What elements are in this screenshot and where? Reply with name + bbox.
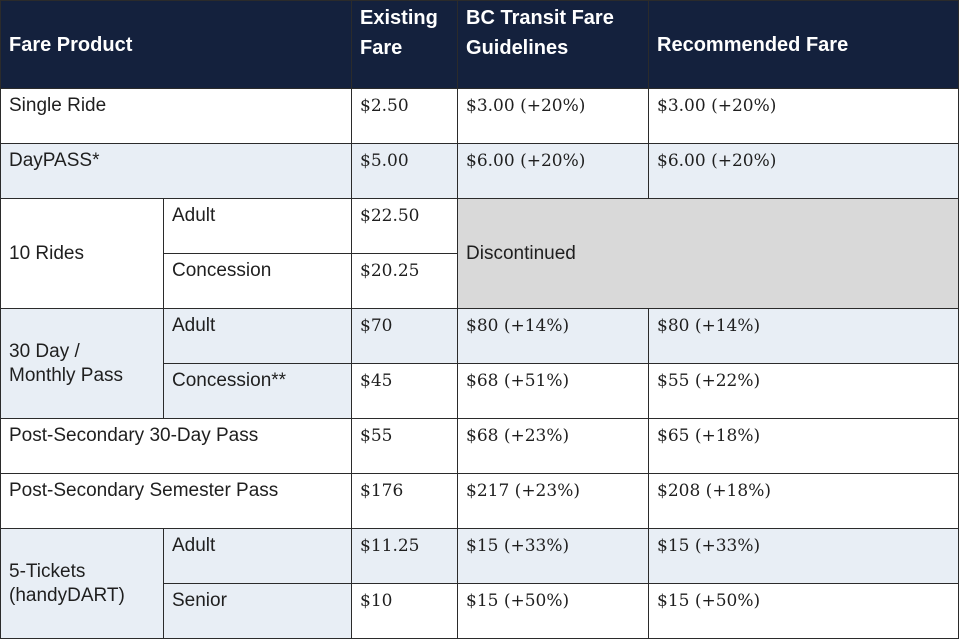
subtype-cell: Concession** [162, 363, 353, 419]
table-row: 5-Tickets (handyDART) Adult $11.25 $15 (… [0, 528, 960, 639]
subtype-cell: Adult [162, 308, 353, 364]
guidelines-cell: $15 (+50%) [457, 583, 650, 639]
table-row: DayPASS* $5.00 $6.00 (+20%) $6.00 (+20%) [0, 143, 960, 199]
product-line: 30 Day / [9, 340, 80, 362]
product-line: Monthly Pass [9, 364, 124, 386]
recommended-cell: $65 (+18%) [648, 418, 960, 474]
subtype-cell: Adult [162, 198, 353, 254]
table-row: Concession** $45 $68 (+51%) $55 (+22%) [1, 363, 960, 419]
table-row: Concession $20.25 [1, 253, 959, 309]
recommended-cell: $55 (+22%) [648, 363, 960, 419]
product-cell: 30 Day / Monthly Pass [0, 308, 164, 419]
recommended-cell: $15 (+33%) [648, 528, 960, 584]
guidelines-cell: $6.00 (+20%) [457, 143, 650, 199]
subtype-cell: Adult [162, 528, 353, 584]
discontinued-cell: Discontinued [457, 198, 960, 309]
existing-cell: $22.50 [351, 198, 459, 254]
header-fare-product: Fare Product [0, 0, 353, 89]
header-bc-transit-guidelines: BC Transit Fare Guidelines [457, 0, 650, 89]
table-row: Single Ride $2.50 $3.00 (+20%) $3.00 (+2… [0, 88, 960, 144]
existing-cell: $2.50 [351, 88, 459, 144]
recommended-cell: $3.00 (+20%) [648, 88, 960, 144]
existing-cell: $11.25 [351, 528, 459, 584]
table-row: Post-Secondary Semester Pass $176 $217 (… [0, 473, 960, 529]
header-recommended-fare: Recommended Fare [648, 0, 960, 89]
product-cell: 10 Rides [0, 198, 164, 309]
existing-cell: $5.00 [351, 143, 459, 199]
table-row: Post-Secondary 30-Day Pass $55 $68 (+23%… [0, 418, 960, 474]
product-cell: Post-Secondary Semester Pass [0, 473, 353, 529]
product-cell: Post-Secondary 30-Day Pass [0, 418, 353, 474]
header-existing-fare: Existing Fare [351, 0, 459, 89]
table-row: Senior $10 $15 (+50%) $15 (+50%) [1, 583, 960, 639]
header-row: Fare Product Existing Fare BC Transit Fa… [0, 0, 960, 89]
guidelines-cell: $68 (+23%) [457, 418, 650, 474]
guidelines-cell: $15 (+33%) [457, 528, 650, 584]
guidelines-cell: $80 (+14%) [457, 308, 650, 364]
existing-cell: $45 [351, 363, 459, 419]
existing-cell: $176 [351, 473, 459, 529]
subtype-cell: Senior [162, 583, 353, 639]
guidelines-cell: $68 (+51%) [457, 363, 650, 419]
table-row: 10 Rides Adult $22.50 Discontinued [0, 198, 960, 309]
recommended-cell: $80 (+14%) [648, 308, 960, 364]
existing-cell: $20.25 [351, 253, 459, 309]
recommended-cell: $6.00 (+20%) [648, 143, 960, 199]
recommended-cell: $15 (+50%) [648, 583, 960, 639]
product-cell: 5-Tickets (handyDART) [0, 528, 164, 639]
product-line: (handyDART) [9, 584, 125, 606]
table-row: 30 Day / Monthly Pass Adult $70 $80 (+14… [0, 308, 960, 419]
recommended-cell: $208 (+18%) [648, 473, 960, 529]
existing-cell: $55 [351, 418, 459, 474]
subtype-cell: Concession [162, 253, 353, 309]
guidelines-cell: $217 (+23%) [457, 473, 650, 529]
existing-cell: $70 [351, 308, 459, 364]
existing-cell: $10 [351, 583, 459, 639]
product-cell: Single Ride [0, 88, 353, 144]
guidelines-cell: $3.00 (+20%) [457, 88, 650, 144]
product-cell: DayPASS* [0, 143, 353, 199]
product-line: 5-Tickets [9, 560, 86, 582]
